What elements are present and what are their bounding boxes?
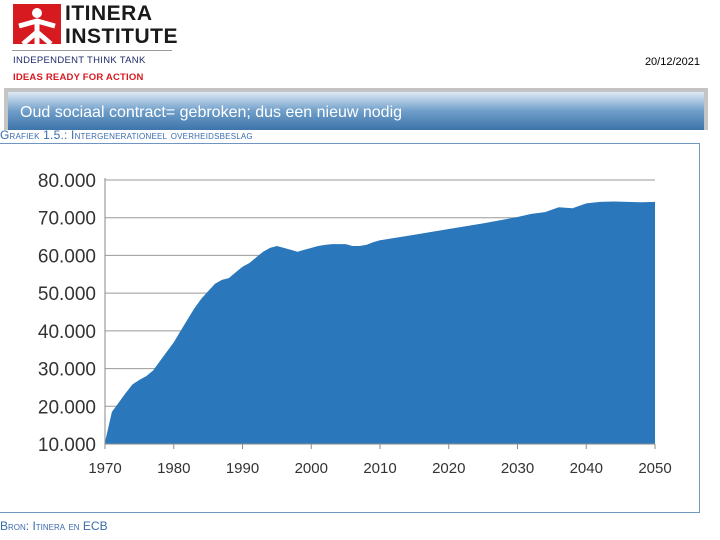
area-chart: 10.000 20.000 30.000 40.000 50.000 60.000 70.0… bbox=[38, 171, 672, 477]
x-tick-label: 2020 bbox=[432, 460, 465, 477]
y-tick-label: 60.000 bbox=[38, 246, 96, 267]
y-tick-label: 10.000 bbox=[38, 435, 96, 456]
area-series bbox=[105, 201, 655, 444]
logo-tagline-1: INDEPENDENT THINK TANK bbox=[13, 55, 146, 66]
slide-date: 20/12/2021 bbox=[644, 56, 700, 68]
logo-line-2: INSTITUTE bbox=[65, 25, 178, 48]
itinera-figure-icon bbox=[13, 4, 61, 44]
y-tick-label: 80.000 bbox=[38, 171, 96, 192]
x-tick-label: 2030 bbox=[501, 460, 534, 477]
x-tick-label: 2000 bbox=[295, 460, 328, 477]
y-tick-label: 70.000 bbox=[38, 209, 96, 230]
x-tick-label: 1980 bbox=[157, 460, 190, 477]
x-tick-label: 2010 bbox=[363, 460, 396, 477]
logo-divider bbox=[12, 50, 172, 51]
chart-title: Grafiek 1.5.: Intergenerationeel overhei… bbox=[0, 128, 253, 142]
y-tick-label: 20.000 bbox=[38, 397, 96, 418]
logo-tagline-2: IDEAS READY FOR ACTION bbox=[13, 72, 144, 83]
x-tick-label: 2040 bbox=[570, 460, 603, 477]
logo-wordmark: ITINERA INSTITUTE bbox=[65, 2, 178, 48]
x-tick-label: 1970 bbox=[88, 460, 121, 477]
itinera-logo: ITINERA INSTITUTE INDEPENDENT THINK TANK… bbox=[10, 2, 180, 84]
y-tick-label: 50.000 bbox=[38, 284, 96, 305]
y-tick-label: 30.000 bbox=[38, 360, 96, 381]
x-tick-label: 1990 bbox=[226, 460, 259, 477]
slide-title: Oud sociaal contract= gebroken; dus een … bbox=[20, 104, 403, 121]
title-banner: Oud sociaal contract= gebroken; dus een … bbox=[4, 88, 708, 130]
y-tick-label: 40.000 bbox=[38, 322, 96, 343]
logo-line-1: ITINERA bbox=[65, 2, 153, 25]
chart-frame: 10.000 20.000 30.000 40.000 50.000 60.000 70.0… bbox=[0, 143, 700, 513]
x-tick-label: 2050 bbox=[638, 460, 671, 477]
chart-source: Bron: Itinera en ECB bbox=[0, 519, 108, 533]
